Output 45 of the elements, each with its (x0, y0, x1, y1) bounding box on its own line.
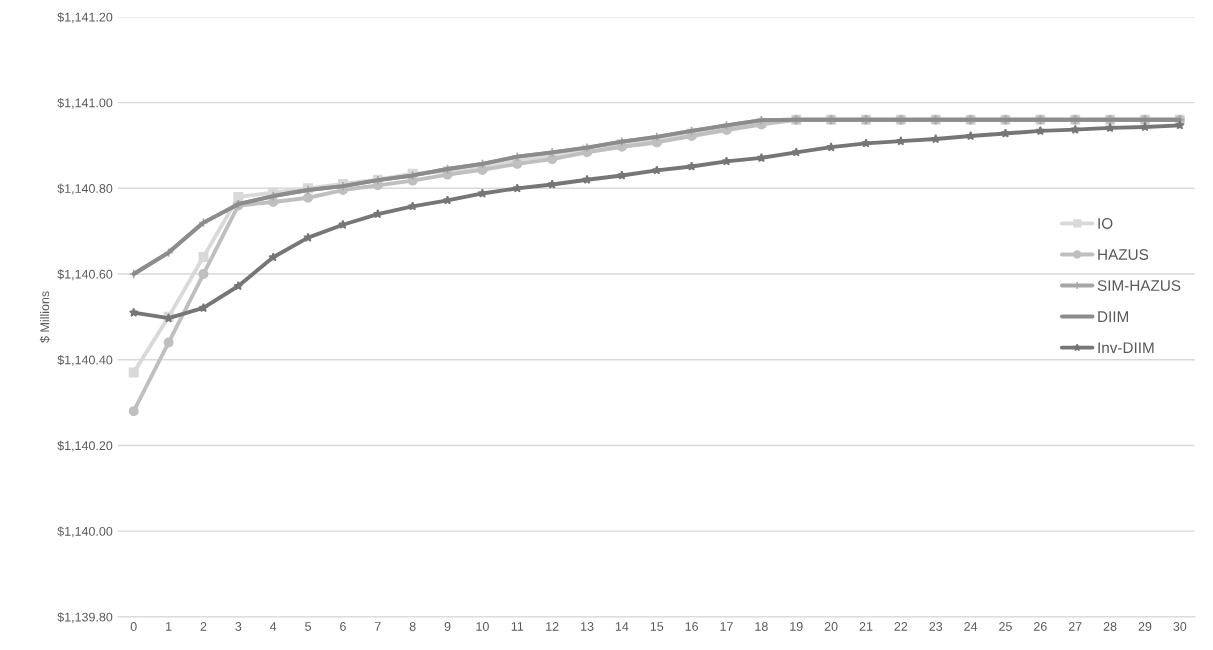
x-tick-label: 8 (409, 622, 416, 631)
x-tick-label: 26 (1034, 622, 1047, 631)
x-tick-label: 12 (546, 622, 559, 631)
y-tick-label: $1,140.20 (57, 440, 113, 452)
x-tick-label: 5 (305, 622, 312, 631)
x-tick-label: 9 (444, 622, 451, 631)
y-tick-label: $1,140.80 (57, 183, 113, 195)
x-tick-label: 15 (650, 622, 664, 631)
y-tick-label: $1,139.80 (57, 612, 113, 623)
x-tick-label: 14 (615, 622, 629, 631)
legend-label: SIM-HAZUS (1097, 280, 1181, 291)
legend-label: Inv-DIIM (1098, 342, 1154, 353)
x-tick-label: 4 (269, 622, 277, 631)
x-tick-label: 6 (340, 622, 346, 631)
y-tick-label: $1,140.40 (57, 355, 113, 366)
x-tick-label: 25 (999, 622, 1012, 631)
x-tick-label: 17 (720, 622, 733, 631)
y-tick-label: $1,140.60 (57, 269, 113, 281)
legend-label: IO (1098, 218, 1113, 229)
x-tick-label: 28 (1103, 622, 1117, 631)
x-tick-label: 24 (964, 622, 978, 631)
legend-label: DIIM (1098, 311, 1129, 322)
x-tick-label: 19 (790, 622, 803, 631)
x-tick-label: 16 (685, 622, 699, 631)
x-tick-label: 11 (511, 622, 524, 631)
x-tick-label: 21 (859, 622, 873, 631)
x-tick-label: 30 (1173, 622, 1187, 631)
legend-label: HAZUS (1098, 249, 1149, 260)
y-tick-label: $1,140.00 (57, 526, 113, 538)
x-tick-label: 23 (929, 622, 943, 631)
x-tick-label: 2 (200, 622, 207, 631)
x-tick-label: 20 (824, 622, 838, 631)
x-tick-label: 13 (581, 622, 594, 631)
y-tick-label: $1,141.20 (57, 12, 113, 24)
x-tick-label: 22 (894, 622, 908, 631)
y-tick-label: $1,141.00 (57, 97, 113, 109)
x-tick-label: 10 (476, 622, 489, 631)
x-tick-label: 3 (235, 622, 242, 631)
x-tick-label: 1 (166, 622, 172, 631)
x-tick-label: 27 (1068, 622, 1082, 631)
x-tick-label: 29 (1138, 622, 1152, 631)
x-tick-label: 7 (374, 622, 381, 631)
y-axis-title: $ Millions (39, 291, 50, 343)
x-tick-label: 0 (130, 622, 137, 631)
x-tick-label: 18 (755, 622, 768, 631)
